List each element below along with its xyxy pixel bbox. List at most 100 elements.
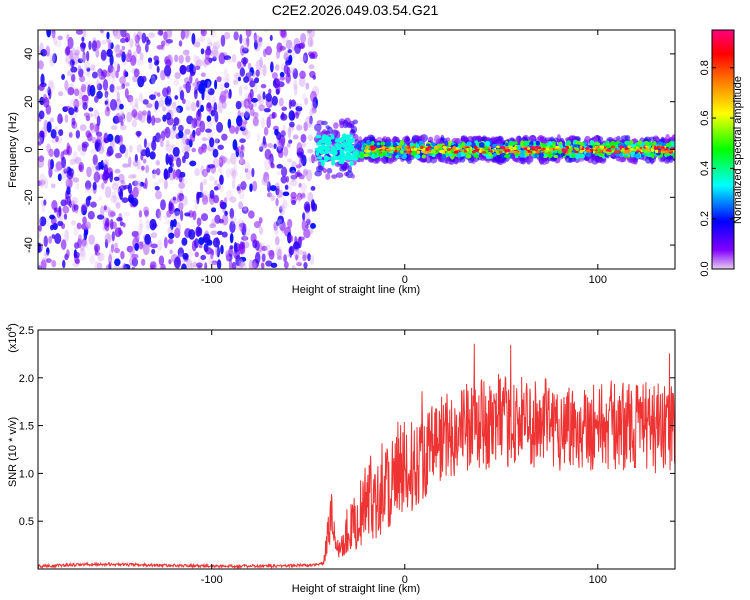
heatmap-cell: [366, 141, 372, 146]
heatmap-cell: [248, 77, 254, 83]
heatmap-cell: [214, 138, 220, 144]
heatmap-cell: [253, 32, 257, 42]
heatmap-cell: [179, 89, 185, 101]
heatmap-cell: [121, 197, 129, 203]
heatmap-cell: [74, 122, 79, 132]
heatmap-cell: [99, 30, 104, 34]
heatmap-cell: [79, 124, 87, 132]
heatmap-cell: [172, 101, 177, 109]
heatmap-cell: [216, 121, 224, 133]
heatmap-cell: [484, 146, 489, 150]
heatmap-cell: [70, 200, 76, 205]
heatmap-cell: [73, 226, 79, 237]
heatmap-cell: [168, 166, 173, 174]
heatmap-cell: [178, 124, 184, 132]
heatmap-cell: [191, 147, 197, 153]
heatmap-cell: [297, 249, 305, 255]
heatmap-cell: [131, 266, 136, 269]
heatmap-cell: [202, 148, 207, 154]
heatmap-cell: [181, 195, 188, 207]
heatmap-cell: [96, 68, 102, 80]
heatmap-cell: [182, 133, 188, 146]
heatmap-cell: [291, 161, 297, 167]
heatmap-cell: [279, 71, 285, 78]
heatmap-cell: [226, 73, 230, 85]
heatmap-cell: [184, 30, 192, 37]
heatmap-cell: [465, 153, 472, 159]
heatmap-cell: [505, 146, 510, 150]
heatmap-cell: [231, 179, 236, 189]
heatmap-cell: [151, 115, 156, 126]
heatmap-cell: [301, 154, 307, 167]
heatmap-cell: [113, 187, 121, 193]
heatmap-cell: [138, 223, 143, 236]
heatmap-cell: [73, 251, 80, 259]
heatmap-cell: [132, 173, 137, 179]
heatmap-cell: [259, 69, 266, 76]
heatmap-cell: [316, 147, 321, 152]
heatmap-cell: [304, 210, 311, 222]
heatmap-cell: [199, 181, 204, 193]
heatmap-cell: [455, 147, 460, 150]
heatmap-cell: [221, 231, 228, 238]
heatmap-cell: [153, 55, 159, 62]
heatmap-cell: [200, 254, 207, 261]
heatmap-cell: [309, 115, 313, 125]
heatmap-cell: [512, 146, 517, 151]
heatmap-cell: [339, 151, 346, 158]
heatmap-cell: [405, 136, 410, 142]
heatmap-cell: [493, 136, 500, 145]
heatmap-cell: [156, 92, 161, 97]
heatmap-cell: [157, 30, 164, 36]
heatmap-cell: [123, 263, 131, 269]
heatmap-cell: [650, 148, 654, 151]
heatmap-cell: [119, 188, 124, 201]
heatmap-cell: [205, 94, 212, 101]
heatmap-cell: [107, 64, 114, 73]
heatmap-cell: [349, 160, 354, 166]
heatmap-cell: [136, 58, 144, 66]
heatmap-cell: [171, 125, 178, 134]
heatmap-cell: [112, 180, 120, 186]
heatmap-cell: [154, 185, 160, 191]
colorbar-tick-label: 0.0: [699, 261, 711, 276]
heatmap-cell: [283, 53, 290, 61]
heatmap-cell: [176, 192, 183, 203]
heatmap-cell: [204, 78, 212, 88]
heatmap-cell: [276, 131, 282, 141]
heatmap-cell: [194, 198, 198, 211]
heatmap-cell: [141, 110, 148, 116]
heatmap-cell: [38, 261, 42, 269]
heatmap-cell: [127, 182, 133, 194]
heatmap-cell: [502, 156, 507, 164]
heatmap-cell: [247, 62, 252, 70]
heatmap-cell: [119, 103, 124, 110]
heatmap-cell: [153, 91, 158, 96]
heatmap-cell: [66, 171, 74, 180]
heatmap-cell: [111, 183, 119, 191]
heatmap-cell: [113, 265, 121, 269]
heatmap-cell: [301, 219, 307, 231]
heatmap-cell: [200, 72, 206, 78]
heatmap-cell: [258, 95, 264, 106]
heatmap-cell: [212, 49, 220, 59]
heatmap-cell: [229, 167, 237, 177]
heatmap-cell: [237, 218, 244, 230]
heatmap-cell: [238, 156, 246, 165]
heatmap-cell: [446, 148, 451, 152]
heatmap-cell: [310, 186, 316, 191]
heatmap-cell: [196, 191, 201, 201]
heatmap-cell: [204, 48, 210, 61]
heatmap-cell: [221, 214, 229, 226]
heatmap-cell: [40, 48, 48, 57]
heatmap-cell: [151, 248, 156, 255]
heatmap-cell: [202, 178, 208, 185]
heatmap-cell: [160, 140, 164, 148]
heatmap-cell: [469, 147, 473, 151]
heatmap-cell: [85, 130, 92, 138]
heatmap-cell: [120, 179, 126, 185]
heatmap-cell: [51, 234, 56, 239]
heatmap-cell: [113, 60, 119, 72]
heatmap-cell: [213, 186, 219, 191]
heatmap-cell: [201, 195, 209, 206]
